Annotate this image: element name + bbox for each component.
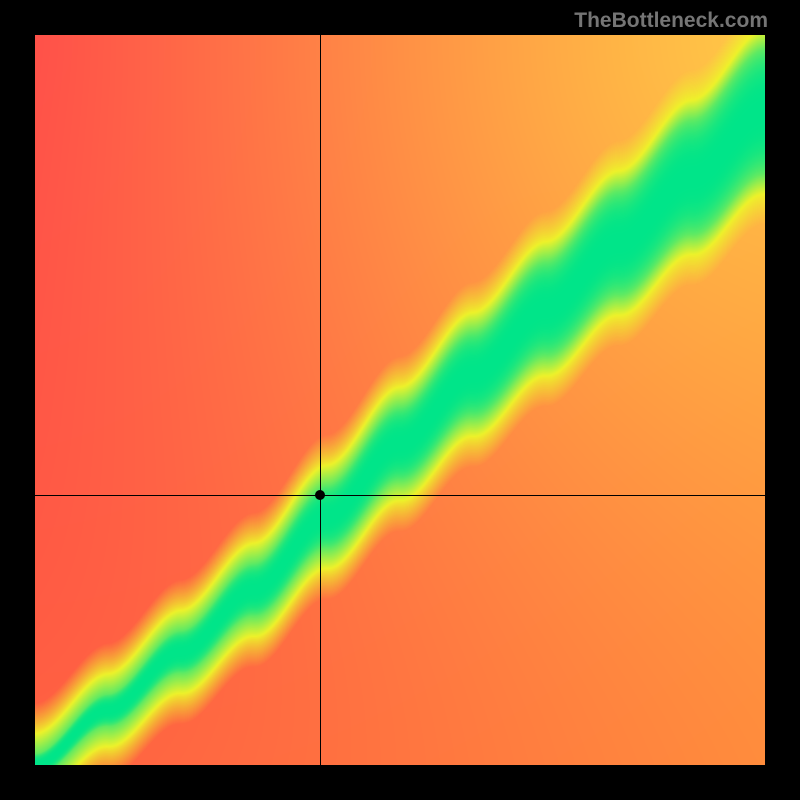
heatmap-canvas [35, 35, 765, 765]
chart-container: TheBottleneck.com [0, 0, 800, 800]
crosshair-vertical [320, 35, 321, 765]
plot-area [35, 35, 765, 765]
bottleneck-marker [315, 490, 325, 500]
crosshair-horizontal [35, 495, 765, 496]
watermark-text: TheBottleneck.com [574, 9, 768, 33]
